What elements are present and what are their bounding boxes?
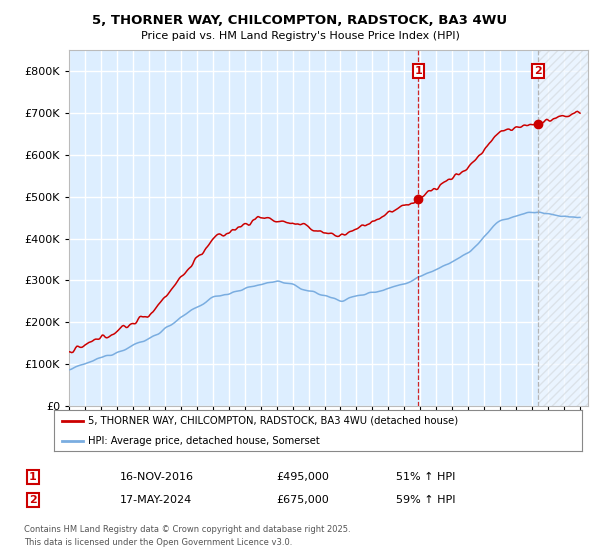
Bar: [538, 50, 588, 406]
Text: HPI: Average price, detached house, Somerset: HPI: Average price, detached house, Some…: [88, 436, 320, 446]
Text: £495,000: £495,000: [276, 472, 329, 482]
Text: 59% ↑ HPI: 59% ↑ HPI: [396, 494, 455, 505]
Text: £675,000: £675,000: [276, 494, 329, 505]
Text: 17-MAY-2024: 17-MAY-2024: [120, 494, 192, 505]
Text: 2: 2: [535, 66, 542, 76]
Text: 51% ↑ HPI: 51% ↑ HPI: [396, 472, 455, 482]
Text: This data is licensed under the Open Government Licence v3.0.: This data is licensed under the Open Gov…: [24, 538, 292, 547]
Text: Contains HM Land Registry data © Crown copyright and database right 2025.: Contains HM Land Registry data © Crown c…: [24, 525, 350, 534]
Text: Price paid vs. HM Land Registry's House Price Index (HPI): Price paid vs. HM Land Registry's House …: [140, 31, 460, 41]
Text: 1: 1: [415, 66, 422, 76]
Text: 5, THORNER WAY, CHILCOMPTON, RADSTOCK, BA3 4WU (detached house): 5, THORNER WAY, CHILCOMPTON, RADSTOCK, B…: [88, 416, 458, 426]
Text: 1: 1: [29, 472, 37, 482]
Bar: [538, 50, 588, 406]
Text: 2: 2: [29, 494, 37, 505]
Text: 5, THORNER WAY, CHILCOMPTON, RADSTOCK, BA3 4WU: 5, THORNER WAY, CHILCOMPTON, RADSTOCK, B…: [92, 14, 508, 27]
Text: 16-NOV-2016: 16-NOV-2016: [120, 472, 194, 482]
